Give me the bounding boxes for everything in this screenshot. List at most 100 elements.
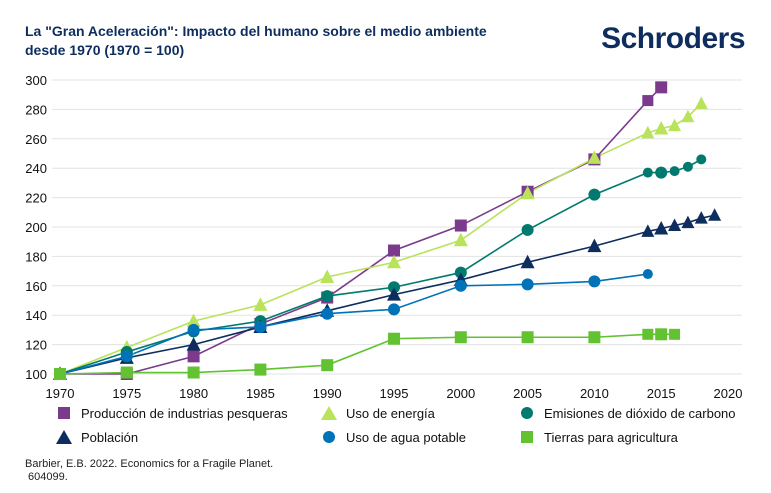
legend-label: Población: [81, 429, 139, 445]
legend-item: Emisiones de dióxido de carbono: [518, 405, 736, 421]
data-point-5: [388, 332, 400, 345]
x-tick-label: 1975: [112, 386, 141, 401]
data-point-3: [387, 287, 401, 301]
data-point-1: [681, 109, 695, 123]
y-tick-label: 280: [25, 102, 47, 117]
legend-item: Tierras para agricultura: [518, 429, 678, 445]
data-point-1: [387, 254, 401, 269]
title-line-1: La "Gran Aceleración": Impacto del human…: [25, 23, 487, 39]
data-point-5: [321, 359, 334, 372]
y-tick-label: 140: [25, 308, 47, 323]
data-point-4: [521, 278, 534, 291]
x-tick-label: 1985: [246, 386, 275, 401]
data-point-3: [641, 224, 655, 237]
data-point-2: [642, 167, 653, 178]
data-point-4: [454, 279, 467, 292]
series-line-2: [59, 158, 702, 375]
data-point-3: [708, 208, 722, 221]
data-point-1: [253, 297, 268, 311]
data-point-3: [520, 254, 535, 269]
schroders-logo: Schroders: [601, 22, 745, 55]
series-line-4: [59, 273, 648, 375]
x-tick-label: 2010: [580, 386, 609, 401]
x-tick-label: 1980: [179, 386, 208, 401]
data-point-5: [54, 368, 66, 380]
x-tick-label: 1995: [380, 386, 409, 401]
data-point-1: [694, 96, 708, 110]
data-point-4: [588, 275, 601, 288]
chart-title: La "Gran Aceleración": Impacto del human…: [25, 22, 525, 60]
square-marker-icon: [521, 431, 533, 443]
data-point-0: [187, 350, 200, 363]
y-tick-label: 260: [25, 132, 47, 147]
data-point-1: [668, 118, 682, 132]
data-point-3: [654, 220, 669, 235]
y-tick-label: 300: [25, 73, 47, 88]
x-tick-label: 2015: [647, 386, 676, 401]
data-point-5: [120, 366, 133, 379]
x-tick-label: 2020: [714, 386, 743, 401]
y-tick-label: 160: [25, 279, 47, 294]
legend-label: Emisiones de dióxido de carbono: [544, 405, 736, 421]
data-point-0: [642, 95, 654, 107]
data-point-5: [642, 328, 654, 340]
legend-label: Uso de energía: [346, 405, 435, 421]
data-point-5: [254, 363, 267, 376]
data-point-0: [388, 244, 400, 257]
data-point-4: [187, 323, 200, 336]
legend-label: Uso de agua potable: [346, 429, 466, 445]
data-point-1: [654, 121, 669, 135]
y-tick-label: 220: [25, 191, 47, 206]
data-point-1: [453, 232, 468, 247]
series-line-3: [59, 214, 715, 375]
source-line-2: 604099.: [25, 471, 68, 483]
legend-item: Uso de energía: [320, 405, 435, 421]
data-point-2: [669, 166, 680, 177]
square-marker-icon: [58, 407, 70, 419]
series-line-1: [59, 102, 702, 375]
data-point-5: [669, 328, 681, 340]
data-point-1: [186, 313, 201, 328]
x-tick-label: 1990: [313, 386, 342, 401]
y-tick-label: 120: [25, 338, 47, 353]
source-line-1: Barbier, E.B. 2022. Economics for a Frag…: [25, 458, 274, 470]
data-point-2: [682, 161, 693, 172]
series-line-0: [60, 86, 662, 375]
data-point-5: [588, 331, 601, 344]
x-tick-label: 2000: [446, 386, 475, 401]
y-tick-label: 180: [25, 249, 47, 264]
data-point-4: [254, 320, 267, 333]
data-point-5: [454, 331, 467, 344]
circle-marker-icon: [521, 407, 533, 419]
data-point-4: [642, 269, 653, 280]
triangle-marker-icon: [56, 430, 72, 444]
legend-label: Producción de industrias pesqueras: [81, 405, 288, 421]
x-tick-label: 2005: [513, 386, 542, 401]
data-point-3: [587, 238, 602, 253]
y-tick-label: 100: [25, 367, 47, 382]
data-point-1: [587, 150, 602, 164]
data-point-0: [454, 219, 467, 232]
triangle-marker-icon: [321, 406, 337, 420]
legend-item: Población: [55, 429, 138, 445]
data-point-1: [320, 269, 335, 283]
data-point-3: [186, 337, 201, 351]
data-point-1: [641, 125, 655, 139]
data-point-2: [521, 223, 534, 236]
y-tick-label: 200: [25, 220, 47, 235]
data-point-1: [520, 185, 535, 200]
data-point-4: [120, 350, 133, 363]
y-tick-label: 240: [25, 161, 47, 176]
legend-label: Tierras para agricultura: [544, 429, 678, 445]
data-point-2: [696, 154, 707, 165]
data-point-5: [521, 331, 534, 344]
data-point-3: [681, 215, 695, 229]
data-point-5: [187, 366, 200, 379]
data-point-2: [655, 166, 668, 179]
data-point-4: [388, 303, 400, 316]
data-point-5: [655, 328, 668, 341]
legend-item: Producción de industrias pesqueras: [55, 405, 288, 421]
source-note: Barbier, E.B. 2022. Economics for a Frag…: [25, 458, 273, 484]
data-point-3: [668, 218, 682, 232]
